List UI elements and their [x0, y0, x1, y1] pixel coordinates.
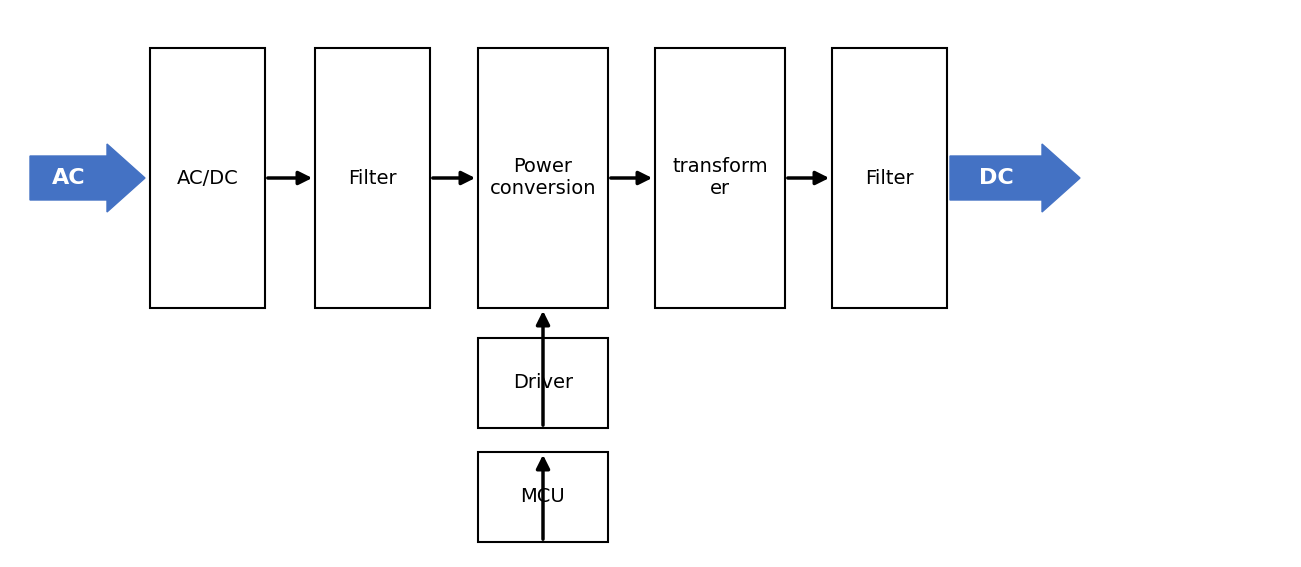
Bar: [315, 48, 431, 308]
Text: MCU: MCU: [520, 488, 566, 506]
Text: Power
conversion: Power conversion: [489, 158, 596, 198]
Bar: [477, 452, 608, 542]
Text: DC: DC: [978, 168, 1013, 188]
Bar: [477, 48, 608, 308]
FancyArrow shape: [30, 144, 144, 212]
Bar: [150, 48, 265, 308]
Text: Filter: Filter: [349, 168, 397, 188]
Bar: [477, 338, 608, 428]
Text: transform
er: transform er: [673, 158, 768, 198]
Bar: [833, 48, 947, 308]
Text: AC: AC: [52, 168, 86, 188]
Text: AC/DC: AC/DC: [177, 168, 238, 188]
Text: Driver: Driver: [513, 374, 572, 392]
FancyArrow shape: [950, 144, 1080, 212]
Bar: [654, 48, 785, 308]
Text: Filter: Filter: [865, 168, 913, 188]
